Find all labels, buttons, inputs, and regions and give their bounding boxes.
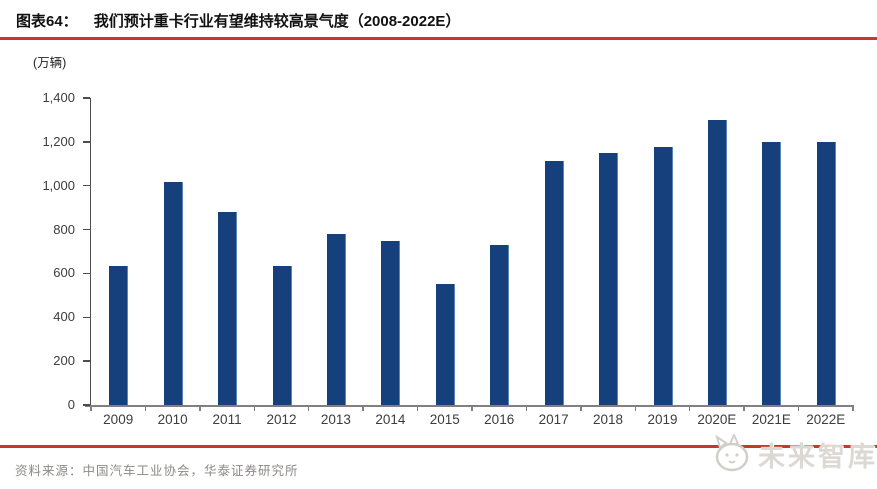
bar	[109, 265, 129, 405]
bar	[816, 141, 836, 405]
x-axis-tick-label: 2022E	[806, 412, 846, 427]
y-axis-tick-label: 0	[67, 397, 75, 412]
y-axis-unit-label: (万辆)	[33, 56, 67, 70]
top-red-rule	[0, 37, 877, 40]
y-axis-tick	[83, 184, 90, 187]
x-axis-tick-label: 2014	[375, 412, 406, 427]
figure-header: 图表64： 我们预计重卡行业有望维持较高景气度（2008-2022E）	[16, 10, 861, 31]
y-axis-tick	[83, 404, 90, 406]
x-axis-tick	[743, 407, 745, 411]
brand-logo-text: 未来智库	[758, 441, 877, 472]
figure-number-label: 图表64：	[16, 13, 78, 30]
bottom-red-rule	[0, 445, 877, 448]
x-axis-tick	[307, 407, 310, 411]
x-axis-tick	[144, 407, 147, 411]
x-axis-tick	[688, 407, 691, 411]
y-axis-tick	[83, 272, 90, 275]
y-axis-tick	[83, 228, 90, 231]
x-axis-tick	[525, 407, 528, 411]
x-axis-tick-label: 2011	[212, 412, 242, 427]
bar	[218, 212, 238, 405]
y-axis-tick	[83, 97, 90, 99]
x-axis-tick-label: 2020E	[697, 412, 737, 427]
bar	[435, 284, 455, 405]
bar	[762, 141, 782, 405]
y-axis-tick-label: 200	[53, 353, 75, 369]
y-axis-line	[89, 98, 91, 407]
x-axis-tick-label: 2017	[538, 412, 569, 427]
bar	[490, 244, 510, 405]
bar	[326, 234, 346, 405]
cat-mascot-icon	[715, 434, 749, 472]
x-axis-tick-label: 2010	[157, 412, 188, 427]
bar	[599, 152, 619, 405]
y-axis-tick	[83, 141, 90, 143]
bar	[544, 160, 564, 405]
bar	[707, 119, 727, 405]
x-axis-tick-label: 2019	[647, 412, 678, 427]
y-axis-tick-label: 1,400	[42, 90, 75, 105]
x-axis-tick	[90, 407, 92, 411]
x-axis-tick-label: 2018	[593, 412, 624, 427]
x-axis-tick	[797, 407, 800, 411]
x-axis-tick	[634, 407, 637, 411]
y-axis-tick-label: 800	[53, 221, 75, 237]
x-axis-tick-label: 2015	[429, 412, 460, 427]
x-axis-tick	[580, 407, 582, 411]
x-axis-tick	[471, 407, 473, 411]
bar	[163, 182, 183, 405]
source-note: 资料来源：中国汽车工业协会，华泰证券研究所	[15, 464, 299, 478]
bar	[653, 147, 673, 405]
bar	[381, 241, 401, 405]
x-axis-line	[85, 405, 854, 407]
x-axis-tick-label: 2012	[266, 412, 297, 427]
x-axis-tick	[253, 407, 256, 411]
y-axis-tick	[83, 316, 90, 319]
x-axis-tick	[362, 407, 364, 411]
x-axis-tick	[199, 407, 201, 411]
y-axis-tick-label: 1,000	[42, 177, 75, 193]
figure-title: 我们预计重卡行业有望维持较高景气度（2008-2022E）	[93, 13, 461, 30]
x-axis-tick-label: 2013	[320, 412, 351, 427]
x-axis-tick-label: 2009	[103, 412, 134, 427]
x-axis-tick	[416, 407, 419, 411]
y-axis-tick	[83, 360, 90, 362]
y-axis-tick-label: 1,200	[42, 133, 75, 149]
x-axis-tick	[852, 407, 854, 411]
y-axis-tick-label: 400	[53, 309, 75, 325]
x-axis-tick-label: 2016	[484, 412, 515, 427]
y-axis-tick-label: 600	[53, 265, 75, 281]
bar	[272, 265, 292, 405]
x-axis-tick-label: 2021E	[751, 412, 791, 427]
brand-logo: 未来智库	[710, 432, 875, 476]
